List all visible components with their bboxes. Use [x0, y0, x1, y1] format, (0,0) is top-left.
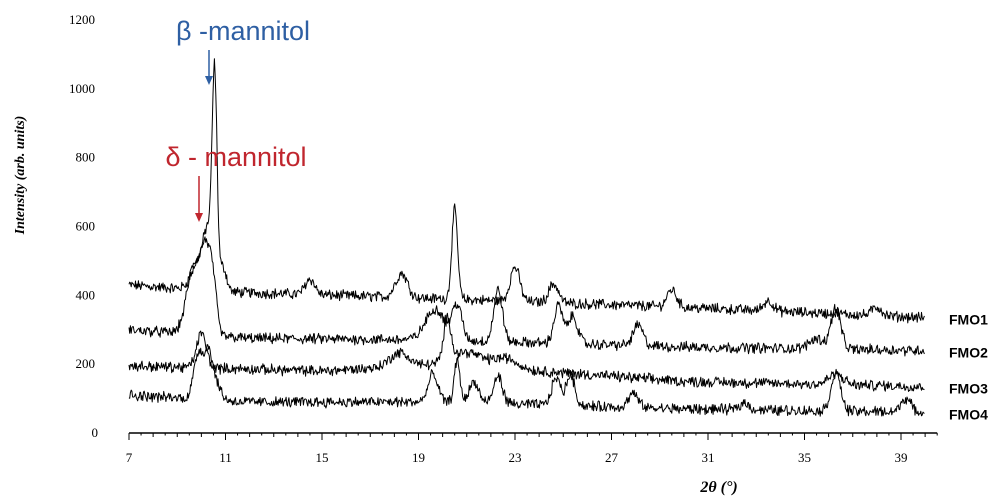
annotation-label: β -mannitol: [176, 16, 310, 46]
x-axis-label: 2θ (°): [699, 479, 737, 496]
trace-fmo4: [128, 344, 925, 417]
y-tick-label: 1000: [69, 81, 95, 96]
y-axis-label: Intensity (arb. units): [13, 116, 28, 236]
series-label-fmo4: FMO4: [949, 406, 988, 422]
x-tick-label: 35: [798, 450, 811, 465]
x-tick-label: 39: [895, 450, 908, 465]
trace-fmo1: [128, 58, 925, 324]
annotation-arrow-head: [205, 76, 213, 85]
y-tick-label: 800: [76, 150, 96, 165]
trace-fmo3: [128, 312, 925, 392]
x-tick-label: 31: [702, 450, 715, 465]
y-ticks: 0 200 400 600 800 1000 1200: [69, 12, 98, 440]
y-tick-label: 200: [76, 356, 96, 371]
series-label-fmo2: FMO2: [949, 344, 988, 360]
series-label-fmo1: FMO1: [949, 312, 988, 328]
x-tick-label: 11: [219, 450, 232, 465]
y-tick-label: 1200: [69, 12, 95, 27]
chart-traces: [128, 58, 925, 417]
series-label-fmo3: FMO3: [949, 381, 988, 397]
x-tick-label: 15: [316, 450, 329, 465]
x-tick-label: 7: [126, 450, 133, 465]
annotation-arrow-head: [195, 213, 203, 222]
y-tick-label: 0: [92, 425, 99, 440]
trace-fmo2: [128, 236, 925, 357]
y-tick-label: 400: [76, 287, 96, 302]
annotation-label: δ - mannitol: [165, 142, 306, 172]
x-ticks: 7 11 15 19 23 27 31 35 39: [126, 433, 938, 465]
annotations: β -mannitol δ - mannitol: [165, 16, 310, 222]
x-tick-label: 23: [509, 450, 522, 465]
x-tick-label: 19: [412, 450, 425, 465]
y-tick-label: 600: [76, 219, 96, 234]
x-tick-label: 27: [605, 450, 619, 465]
series-labels: FMO1 FMO2 FMO3 FMO4: [949, 312, 988, 423]
